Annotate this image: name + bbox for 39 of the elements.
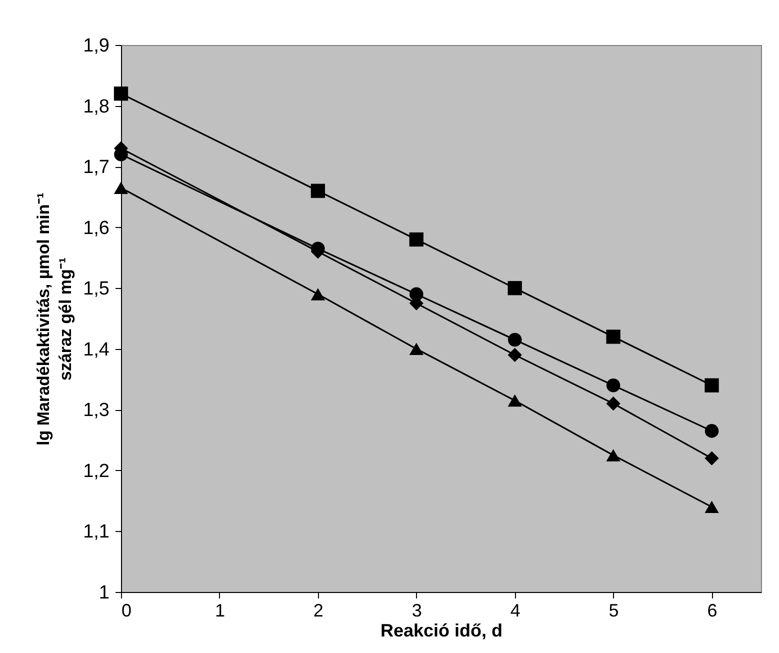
- x-tick-label: 0: [122, 600, 132, 620]
- point: [704, 378, 719, 392]
- y-tick-label: 1: [98, 582, 110, 604]
- x-tick-label: 4: [510, 600, 520, 620]
- point: [310, 184, 325, 198]
- y-tick-label: 1,3: [83, 400, 110, 422]
- point: [606, 449, 620, 462]
- y-tick-label: 1,6: [83, 218, 110, 239]
- y-tick-label: 1,8: [83, 96, 110, 118]
- point: [409, 232, 424, 247]
- point: [704, 500, 719, 514]
- point: [409, 342, 424, 356]
- point: [508, 281, 522, 296]
- y-tick-label: 1,9: [83, 36, 110, 56]
- x-tick-label: 2: [313, 600, 324, 620]
- point: [114, 86, 128, 101]
- point: [606, 396, 620, 411]
- y-tick-label: 1,1: [83, 522, 110, 543]
- x-tick-label: 6: [707, 600, 718, 620]
- point: [704, 451, 719, 466]
- x-tick-label: 3: [412, 600, 422, 620]
- point: [114, 182, 128, 194]
- point: [409, 287, 424, 302]
- point: [508, 332, 522, 347]
- point: [310, 288, 325, 300]
- y-tick-label: 1,4: [83, 339, 110, 360]
- y-axis-title: lg Maradékaktivitás, µmol min⁻¹ száraz gél mg⁻¹: [34, 192, 76, 446]
- y-tick-label: 1,2: [83, 460, 110, 482]
- point: [606, 330, 620, 344]
- x-tick-label: 5: [608, 600, 619, 620]
- point: [606, 378, 620, 392]
- point: [704, 424, 719, 438]
- point: [508, 394, 522, 407]
- x-tick-label: 1: [214, 600, 225, 620]
- x-axis-title: Reakció idő, d: [380, 620, 503, 640]
- y-tick-label: 1,5: [83, 278, 110, 300]
- point: [311, 242, 325, 256]
- y-tick-label: 1,7: [83, 157, 110, 178]
- point: [508, 348, 522, 362]
